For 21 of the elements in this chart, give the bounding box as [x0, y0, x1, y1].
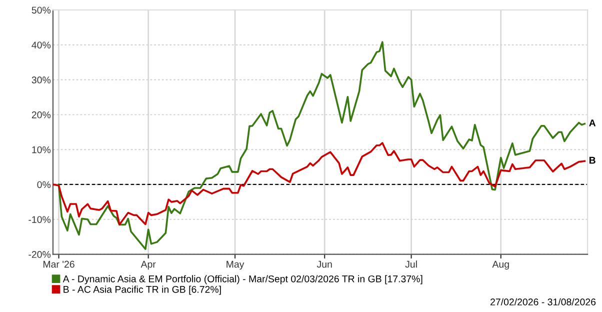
x-tick-label: Mar '26: [43, 260, 74, 268]
text: 27/02/2026 - 31/08/2026: [490, 298, 596, 306]
y-tick-label: 10%: [32, 146, 51, 154]
y-tick-label: 50%: [32, 6, 51, 14]
x-tick-label: Aug: [492, 260, 509, 270]
x-tick-label: Apr: [140, 260, 156, 270]
y-tick-label: 20%: [32, 111, 51, 118]
annotation: A: [589, 120, 596, 126]
annotation: B: [589, 156, 596, 164]
y-tick-label: 40%: [32, 42, 51, 48]
x-tick-label: Jun: [316, 260, 332, 268]
y-tick-label: -20%: [28, 251, 51, 258]
x-tick-label: Jul: [405, 260, 417, 268]
y-tick-label: -10%: [28, 216, 51, 223]
legend-label: B - AC Asia Pacific TR in GB [6.72%]: [64, 286, 221, 295]
x-tick-label: May: [226, 260, 244, 270]
y-tick-label: 30%: [32, 76, 51, 84]
legend-label: A - Dynamic Asia & EM Portfolio (Official) - Mar/Sept 02/03/2026 TR in GB [17.37%]: [62, 275, 422, 284]
line-series: [58, 41, 586, 250]
line-series: [52, 142, 586, 226]
y-tick-label: 0%: [37, 181, 51, 188]
